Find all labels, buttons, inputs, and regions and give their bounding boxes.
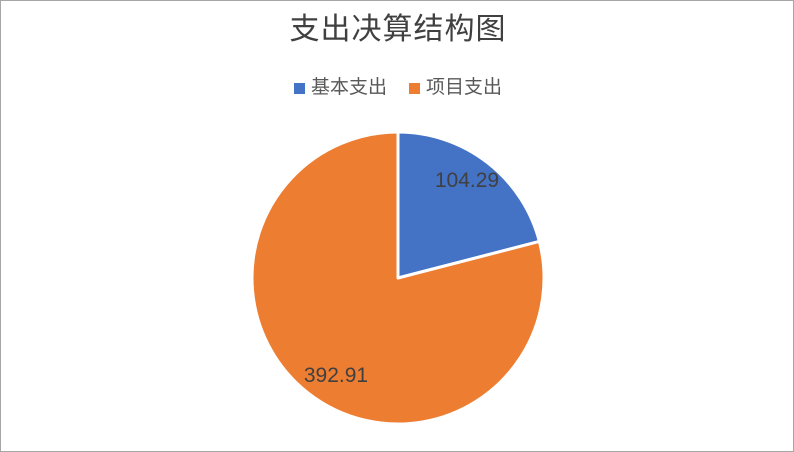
legend-swatch-icon-basic — [293, 82, 305, 94]
data-label-project: 392.91 — [303, 364, 369, 387]
pie-slice-project[interactable] — [250, 130, 546, 426]
legend-swatch-icon-project — [409, 82, 420, 94]
legend-item-project[interactable]: 项目支出 — [409, 77, 502, 99]
pie-slice-basic[interactable] — [396, 130, 541, 280]
chart-title: 支出决算结构图 — [289, 13, 507, 46]
chart-legend: 基本支出 项目支出 — [1, 77, 793, 99]
legend-label-project: 项目支出 — [426, 77, 503, 98]
legend-label-basic: 基本支出 — [310, 77, 387, 98]
data-label-basic: 104.29 — [434, 169, 500, 192]
legend-item-basic[interactable]: 基本支出 — [293, 77, 387, 99]
